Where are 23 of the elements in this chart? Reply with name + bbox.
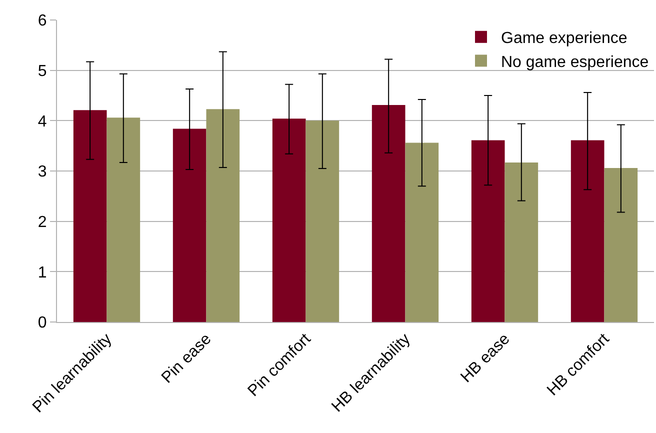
bar	[471, 140, 505, 322]
legend-label: No game esperience	[501, 54, 649, 71]
y-tick-label: 5	[38, 62, 47, 80]
bar	[106, 118, 140, 322]
y-tick-label: 6	[38, 12, 47, 30]
bar	[570, 140, 604, 322]
bar	[172, 128, 206, 322]
bar	[73, 110, 107, 322]
bar	[206, 109, 240, 322]
legend-label: Game experience	[501, 30, 628, 48]
bar	[604, 168, 638, 322]
bar	[272, 118, 306, 322]
bar	[405, 142, 439, 322]
y-tick-label: 1	[38, 264, 47, 282]
y-tick-label: 2	[38, 214, 47, 231]
bar	[306, 120, 340, 322]
x-tick-label: HB ease	[458, 330, 514, 386]
x-tick-label: Pin ease	[158, 330, 215, 387]
bar	[372, 105, 406, 322]
bar	[504, 162, 538, 322]
y-tick-label: 4	[38, 113, 47, 130]
y-tick-label: 3	[38, 164, 47, 181]
y-tick-label: 0	[38, 314, 47, 332]
